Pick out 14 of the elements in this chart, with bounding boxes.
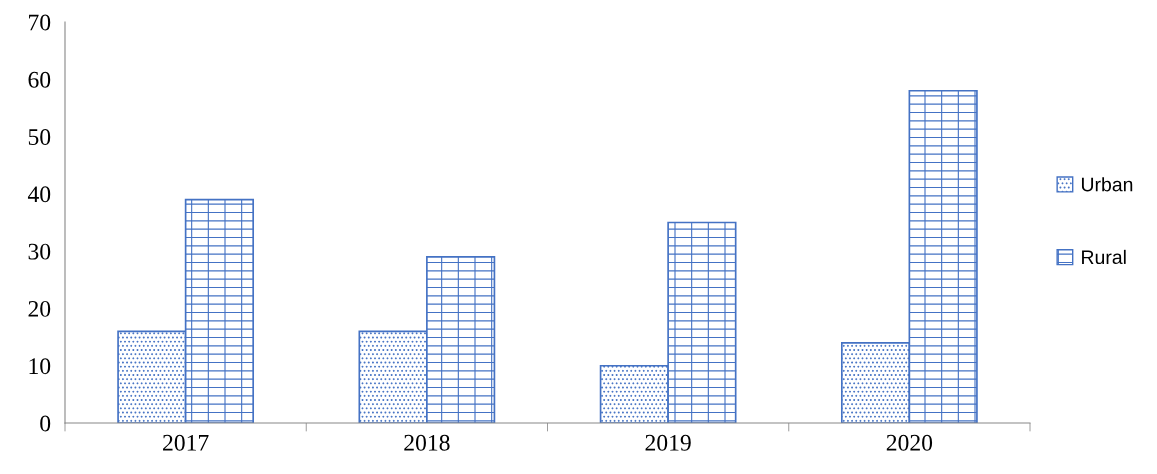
y-tick-label: 10	[29, 358, 51, 375]
y-tick-label: 30	[28, 243, 51, 260]
x-tick-label: 2018	[404, 434, 450, 451]
x-tick-label: 2020	[886, 434, 933, 451]
y-tick-label: 40	[27, 186, 51, 203]
x-tick-label: 2019	[645, 434, 691, 451]
y-tick-label: 50	[28, 129, 51, 145]
y-tick-label: 20	[28, 300, 51, 317]
y-tick-label: 0	[40, 415, 51, 432]
y-tick-label: 60	[28, 71, 51, 88]
y-tick-label: 70	[29, 14, 51, 31]
legend-label: Urban	[1081, 177, 1133, 192]
legend-label: Rural	[1082, 249, 1126, 265]
x-tick-label: 2017	[163, 434, 209, 451]
